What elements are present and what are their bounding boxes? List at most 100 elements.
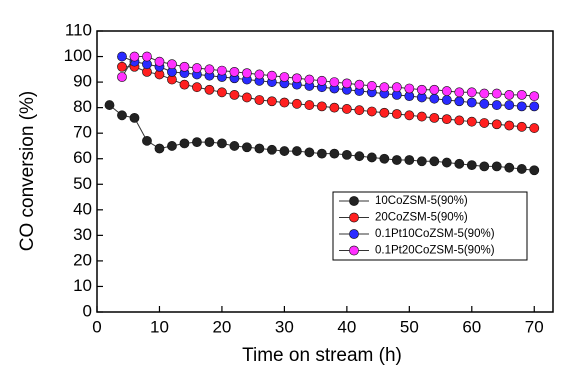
data-point — [491, 119, 502, 130]
data-point — [154, 56, 165, 67]
data-point — [379, 107, 390, 118]
data-point — [391, 155, 402, 165]
data-point — [404, 83, 415, 94]
y-tick-label: 20 — [73, 250, 92, 269]
data-point — [267, 96, 277, 107]
data-point — [279, 97, 290, 108]
data-point — [429, 93, 440, 104]
data-point — [479, 161, 490, 172]
data-point — [291, 98, 302, 109]
data-point — [491, 100, 502, 110]
legend-marker — [349, 212, 359, 223]
y-tick-label: 100 — [64, 46, 92, 65]
data-point — [466, 160, 477, 171]
data-point — [142, 51, 152, 62]
data-point — [167, 141, 177, 151]
y-tick-label: 90 — [73, 72, 92, 91]
data-point — [304, 74, 315, 85]
data-point — [441, 95, 452, 105]
x-tick-label: 0 — [92, 317, 101, 336]
data-point — [267, 144, 277, 155]
data-point — [254, 95, 265, 105]
data-point — [341, 149, 352, 160]
data-point — [441, 86, 452, 96]
data-point — [254, 143, 265, 154]
data-point — [504, 100, 515, 110]
data-point — [229, 141, 240, 151]
data-point — [504, 162, 515, 173]
data-point — [341, 104, 352, 114]
data-point — [316, 148, 327, 159]
data-point — [441, 157, 452, 168]
y-tick-label: 10 — [73, 276, 92, 295]
data-point — [416, 111, 427, 122]
data-point — [291, 146, 302, 156]
x-tick-label: 40 — [337, 317, 356, 336]
data-point — [179, 61, 190, 72]
data-point — [379, 82, 390, 93]
y-axis-label: CO conversion (%) — [17, 91, 38, 252]
data-point — [454, 96, 465, 107]
series-line — [121, 56, 535, 97]
data-point — [192, 63, 202, 73]
data-point — [167, 59, 177, 70]
data-point — [504, 120, 515, 131]
data-point — [429, 156, 440, 167]
y-tick-label: 70 — [73, 123, 92, 142]
y-tick-label: 80 — [73, 97, 92, 116]
data-point — [279, 72, 290, 82]
data-point — [354, 79, 365, 90]
data-point — [316, 75, 327, 86]
data-point — [516, 89, 527, 100]
legend-marker — [349, 245, 359, 256]
data-point — [529, 101, 540, 112]
data-point — [304, 100, 315, 110]
data-point — [179, 79, 190, 90]
data-point — [192, 137, 202, 148]
data-point — [454, 158, 465, 169]
series-line — [121, 66, 535, 129]
data-point — [291, 73, 302, 84]
x-tick-label: 20 — [212, 317, 231, 336]
data-point — [516, 101, 527, 112]
data-point — [341, 78, 352, 89]
x-axis-label: Time on stream (h) — [242, 345, 402, 366]
data-point — [516, 164, 527, 174]
data-point — [329, 77, 340, 87]
x-tick-label: 30 — [275, 317, 294, 336]
data-point — [229, 66, 240, 77]
y-tick-label: 0 — [83, 301, 92, 320]
data-point — [366, 152, 377, 163]
data-point — [516, 121, 527, 132]
data-point — [379, 153, 390, 164]
data-point — [242, 68, 252, 79]
data-point — [416, 84, 427, 95]
data-point — [466, 116, 477, 127]
data-point — [204, 64, 215, 75]
data-point — [304, 147, 315, 158]
y-tick-label: 110 — [65, 20, 92, 39]
series-line — [121, 56, 535, 107]
data-point — [354, 151, 365, 162]
data-point — [217, 65, 227, 76]
data-point — [404, 110, 415, 121]
data-point — [404, 155, 415, 165]
data-point — [254, 69, 265, 80]
data-point — [529, 91, 540, 102]
data-point — [479, 118, 490, 128]
data-point — [242, 92, 252, 103]
legend-label: 20CoZSM-5(90%) — [375, 212, 468, 224]
data-point — [316, 101, 327, 112]
data-point — [491, 88, 502, 99]
data-point — [117, 51, 127, 62]
data-point — [329, 148, 340, 159]
data-point — [416, 156, 427, 167]
legend-label: 0.1Pt10CoZSM-5(90%) — [375, 228, 495, 240]
legend-marker — [349, 229, 359, 239]
x-tick-label: 60 — [462, 317, 481, 336]
data-point — [441, 114, 452, 125]
data-point — [491, 161, 502, 172]
data-point — [229, 89, 240, 100]
x-tick-label: 50 — [400, 317, 419, 336]
